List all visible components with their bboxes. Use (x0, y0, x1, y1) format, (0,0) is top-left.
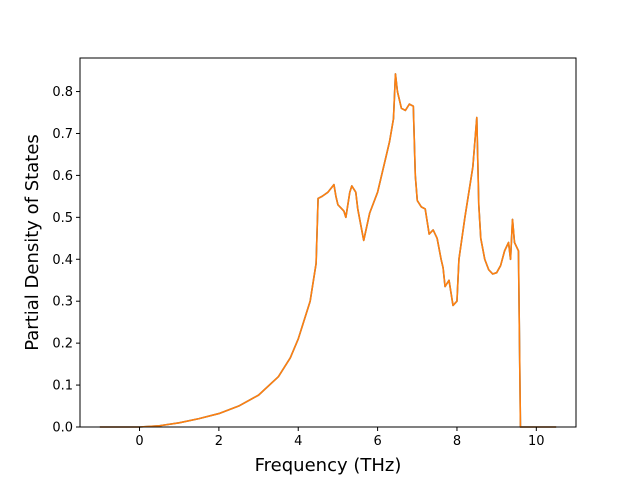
x-tick-label: 0 (135, 434, 143, 449)
y-tick-label: 0.2 (52, 337, 73, 352)
y-tick-label: 0.5 (52, 211, 73, 226)
y-tick-label: 0.6 (52, 169, 73, 184)
series-layer (99, 73, 557, 428)
x-tick-label: 2 (215, 434, 223, 449)
y-axis: 0.0 0.1 0.2 0.3 0.4 0.5 0.6 0.7 0.8 (52, 85, 80, 436)
x-tick-label: 6 (373, 434, 381, 449)
y-tick-label: 0.0 (52, 421, 73, 436)
y-tick-label: 0.4 (52, 253, 73, 268)
y-tick-label: 0.7 (52, 127, 73, 142)
x-tick-label: 10 (528, 434, 545, 449)
x-axis: 0 2 4 6 8 10 (135, 427, 545, 449)
y-tick-label: 0.1 (52, 379, 73, 394)
y-axis-label: Partial Density of States (22, 134, 43, 351)
axes-frame (79, 57, 577, 428)
x-tick-label: 8 (453, 434, 461, 449)
x-axis-label: Frequency (THz) (255, 455, 402, 476)
series-line-1 (99, 73, 557, 428)
y-tick-label: 0.3 (52, 295, 73, 310)
series-line-2 (99, 73, 557, 428)
y-tick-label: 0.8 (52, 85, 73, 100)
x-tick-label: 4 (294, 434, 302, 449)
